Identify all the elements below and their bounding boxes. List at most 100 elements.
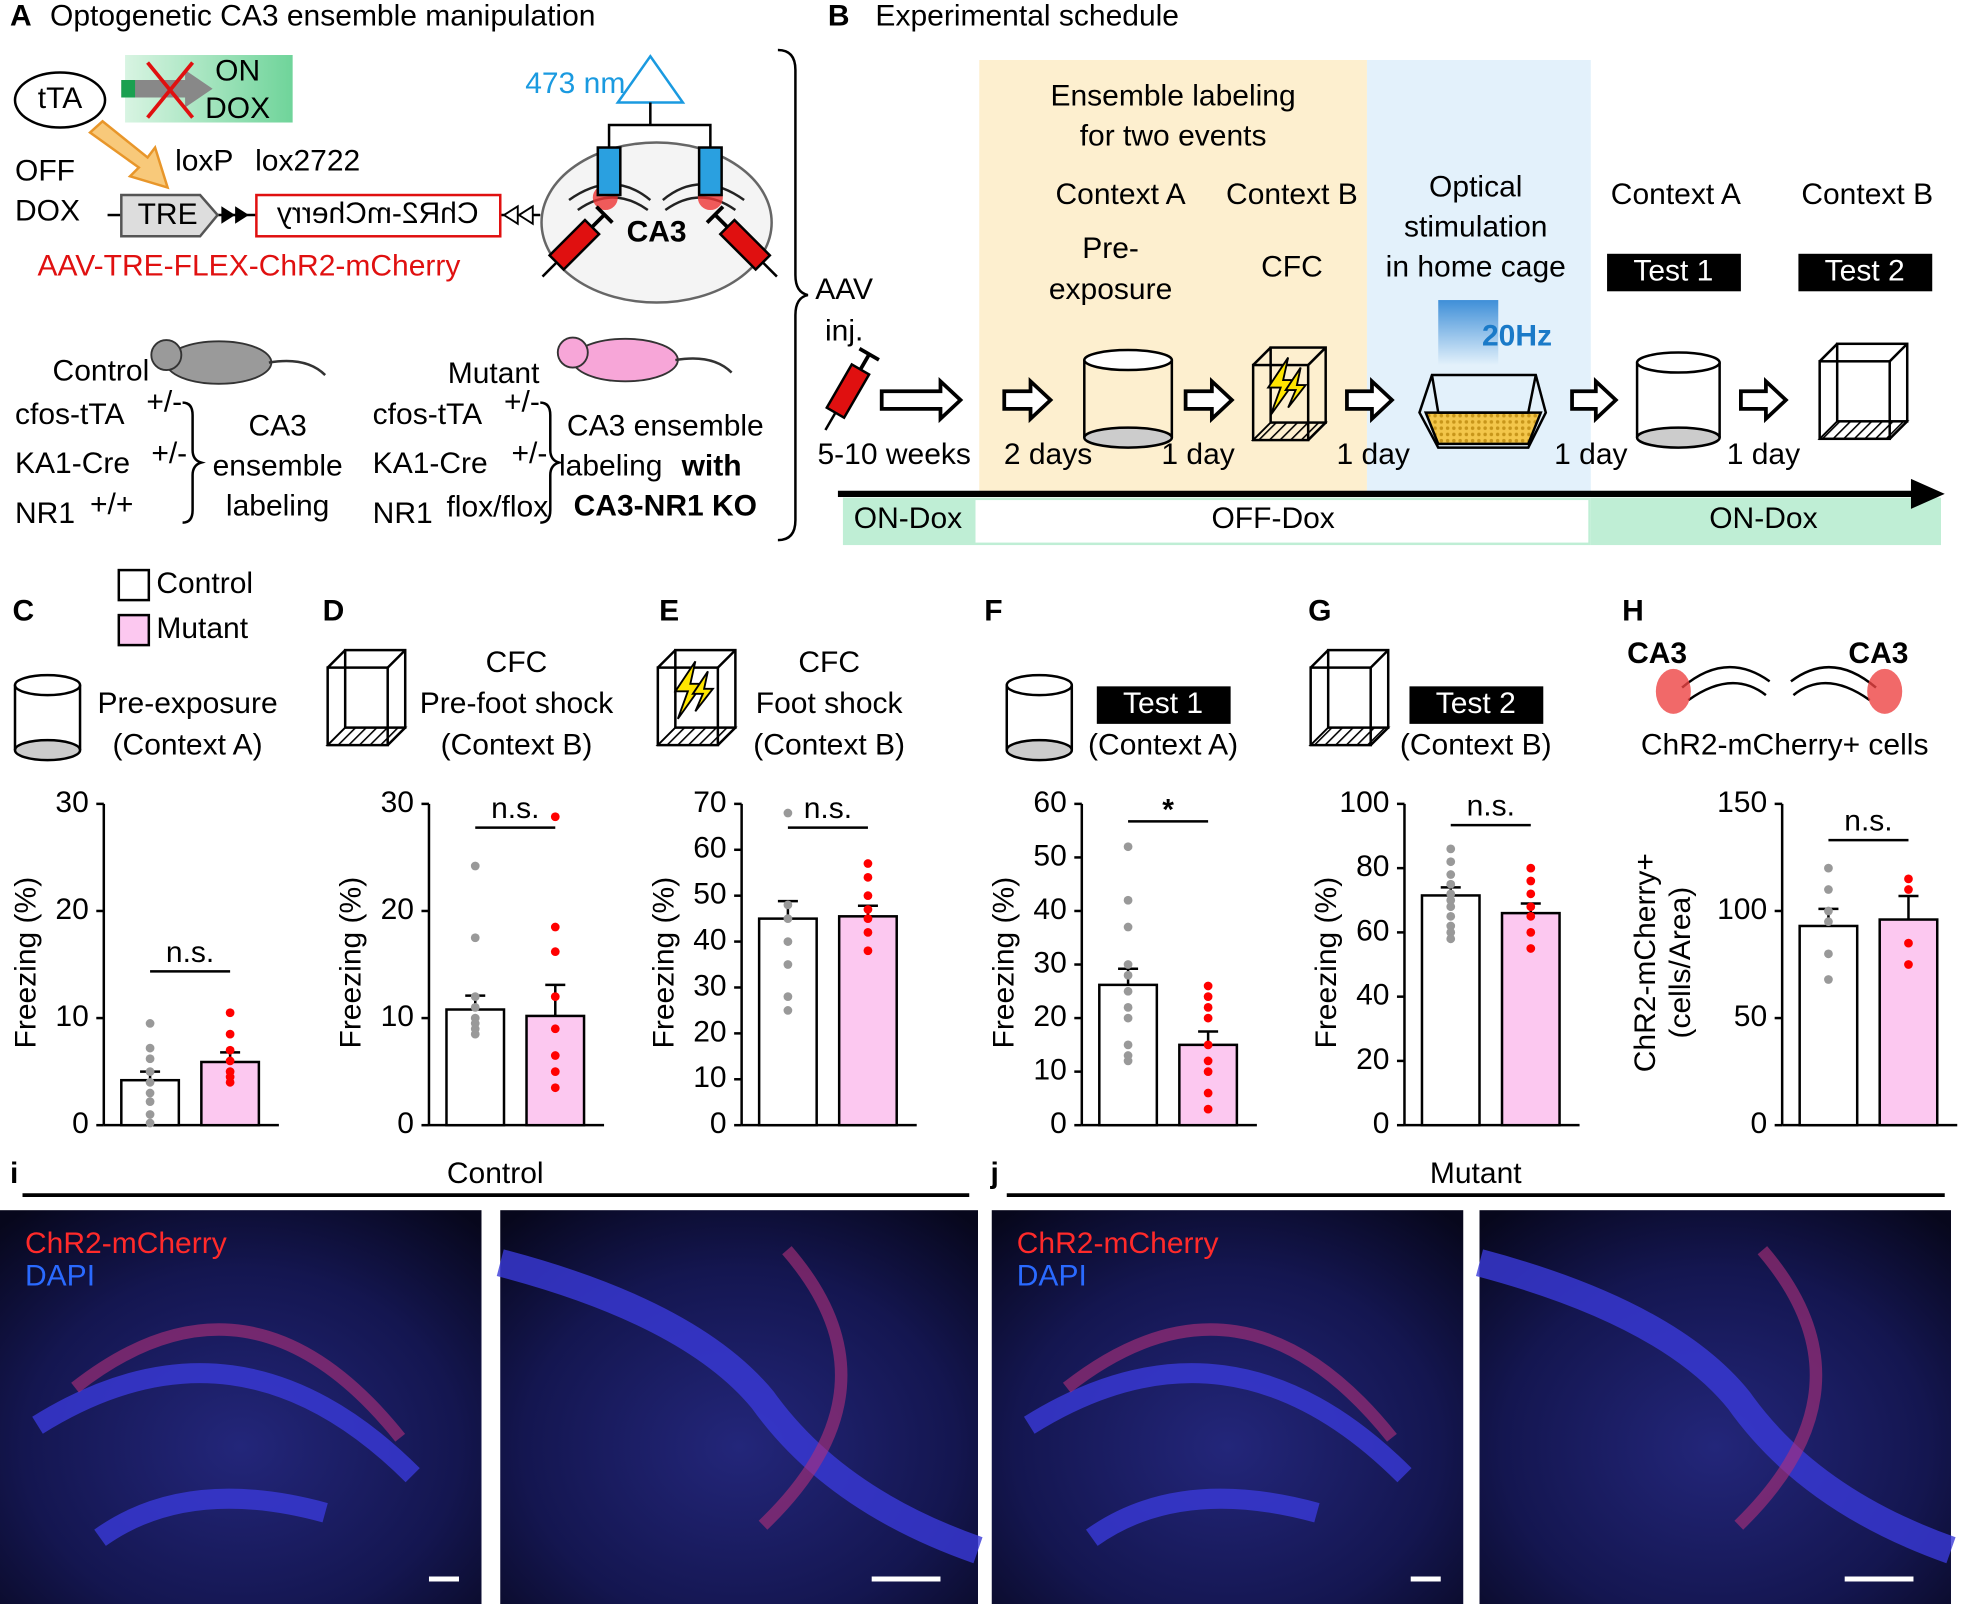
y-axis-label: Freezing (%) [987, 877, 1020, 1049]
label: labeling [559, 449, 662, 482]
arrow [1739, 376, 1789, 424]
data-point [1904, 874, 1913, 884]
significance: n.s. [1467, 790, 1515, 823]
data-point [783, 992, 793, 1002]
y-tick-label: 10 [1033, 1054, 1066, 1087]
y-tick-label: 20 [1356, 1043, 1389, 1076]
data-point [783, 960, 793, 969]
syringe-cap [858, 347, 880, 362]
chart-title: (Context B) [1400, 728, 1552, 761]
panel-letter: D [323, 595, 345, 628]
label: TRE [138, 198, 198, 231]
syringe-needle [824, 412, 837, 431]
data-point [1123, 970, 1133, 980]
label: OFF [15, 154, 75, 187]
data-point [1904, 885, 1913, 894]
syringe-plunger [713, 213, 729, 229]
data-point [1824, 863, 1833, 873]
data-point [783, 937, 793, 946]
data-point [1904, 938, 1913, 948]
box-edge [386, 726, 407, 747]
label: cfos-tTA [373, 398, 482, 431]
label: Context B [1801, 178, 1933, 211]
box-edge [1888, 420, 1909, 440]
data-point [1824, 975, 1833, 984]
y-tick-label: 70 [693, 786, 726, 819]
data-point [1123, 1056, 1133, 1066]
stain-label: ChR2-mCherry [1017, 1227, 1219, 1260]
chart-title: Test 1 [1123, 687, 1203, 720]
label: 1 day [1161, 438, 1234, 471]
label: ON [215, 54, 260, 87]
label: Context A [1056, 178, 1186, 211]
y-axis-label: Freezing (%) [9, 877, 42, 1049]
label: CA3 [248, 409, 306, 442]
arrow [1570, 376, 1619, 424]
panel-letter: A [10, 0, 32, 32]
home-cage-floor [1423, 411, 1543, 446]
ca-layer [1062, 1323, 1397, 1442]
y-tick-label: 10 [55, 1000, 88, 1033]
data-point [1824, 949, 1833, 959]
data-point [863, 859, 873, 868]
box-floor [655, 726, 738, 747]
data-point [1123, 922, 1133, 932]
box-edge [1252, 346, 1272, 366]
data-point [1824, 906, 1833, 916]
y-tick-label: 10 [381, 1000, 414, 1033]
label: AAV-TRE-FLEX-ChR2-mCherry [38, 249, 461, 282]
data-point [783, 1006, 793, 1015]
label: Optical [1429, 171, 1522, 204]
box-edge [386, 649, 407, 669]
label: +/- [146, 386, 182, 419]
cylinder-base [1083, 426, 1174, 449]
data-point [863, 872, 873, 882]
significance: n.s. [166, 936, 214, 969]
ca-layer [71, 1323, 406, 1442]
y-tick-label: 100 [1717, 893, 1767, 926]
significance: n.s. [491, 792, 539, 825]
y-tick-label: 30 [381, 786, 414, 819]
syringe-body [825, 362, 871, 420]
lightning [673, 660, 705, 720]
dentate-gyrus [496, 1249, 983, 1564]
label: with [681, 449, 742, 482]
y-tick-label: 60 [1356, 914, 1389, 947]
data-point [1203, 992, 1213, 1002]
data-point [783, 900, 793, 910]
y-tick-label: 0 [1050, 1107, 1067, 1140]
data-point [1526, 863, 1536, 873]
light-beam [1438, 300, 1499, 366]
y-tick-label: 0 [1750, 1107, 1767, 1140]
panel-title: Mutant [1430, 1157, 1522, 1190]
cage-edge [1527, 374, 1538, 413]
panel-title: Control [447, 1157, 544, 1190]
panel-title: Optogenetic CA3 ensemble manipulation [50, 0, 595, 32]
y-tick-label: 0 [72, 1107, 89, 1140]
y-tick-label: 0 [397, 1107, 414, 1140]
label: ensemble [213, 449, 343, 482]
panel-letter: C [13, 595, 35, 628]
chart-title: CFC [486, 646, 548, 679]
chart-title: ChR2-mCherry+ cells [1641, 728, 1929, 761]
y-tick-label: 40 [1033, 893, 1066, 926]
label: CA3 [627, 216, 687, 249]
data-point [145, 1067, 155, 1077]
data-point [470, 861, 480, 871]
label: 1 day [1336, 438, 1409, 471]
data-point [863, 928, 873, 937]
syringe-needle [541, 261, 558, 278]
mouse-body [165, 340, 273, 385]
label: tTA [38, 82, 82, 115]
data-point [1446, 870, 1456, 879]
data-point [550, 1024, 560, 1034]
box-edge [1888, 342, 1909, 363]
data-point [1123, 1040, 1133, 1050]
data-point [1526, 944, 1536, 953]
test-box [1607, 253, 1741, 292]
data-point [225, 1077, 235, 1087]
data-point [145, 1019, 155, 1028]
activation-arrow [88, 119, 170, 190]
mouse-head [150, 339, 183, 371]
